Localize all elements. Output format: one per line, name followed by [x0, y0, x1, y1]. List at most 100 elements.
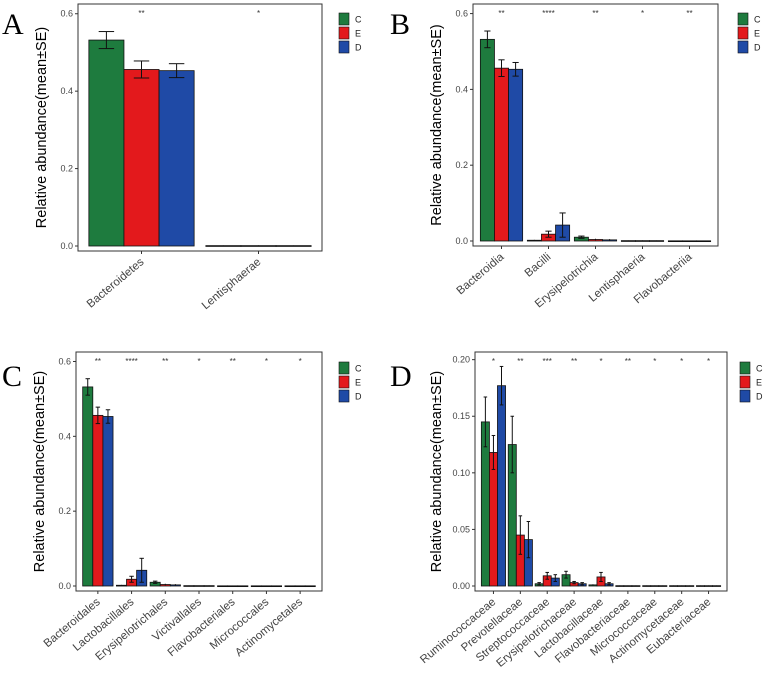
bar-D	[271, 585, 283, 588]
significance-label: **	[230, 357, 236, 366]
y-tick-label: 0.2	[455, 160, 468, 170]
significance-label: *	[265, 357, 268, 366]
bar-E	[227, 585, 239, 588]
y-tick-label: 0.2	[58, 506, 71, 516]
legend-label-E: E	[754, 29, 760, 39]
legend-label-E: E	[756, 378, 762, 388]
y-tick-label: 0.0	[60, 241, 73, 251]
legend-label-D: D	[754, 43, 761, 53]
chart-panel-c: 0.0 0.2 0.4 0.6 Relative abundance(mean±SE) *…	[32, 351, 362, 663]
panel-label-a: A	[2, 8, 24, 41]
significance-label: ***	[543, 357, 552, 366]
legend-label-E: E	[355, 378, 361, 388]
significance-label: **	[517, 357, 523, 366]
bar-C	[88, 39, 125, 247]
y-tick-label: 0.10	[452, 468, 470, 478]
bar-D	[304, 585, 316, 588]
y-tick-label: 0.15	[452, 411, 470, 421]
significance-label: **	[571, 357, 577, 366]
bar-C	[284, 585, 296, 588]
significance-label: **	[686, 9, 692, 18]
legend-swatch-E	[737, 26, 749, 40]
y-axis-label: Relative abundance(mean±SE)	[429, 24, 445, 225]
legend-swatch-D	[338, 40, 350, 54]
significance-label: *	[653, 357, 656, 366]
x-tick-label: Bacilli	[523, 251, 554, 280]
significance-label: **	[138, 9, 144, 18]
bar-E	[682, 240, 697, 243]
bar-D	[497, 385, 506, 587]
bar-D	[508, 68, 524, 242]
y-tick-label: 0.2	[60, 164, 73, 174]
legend-label-C: C	[355, 15, 362, 25]
legend-label-C: C	[754, 15, 761, 25]
significance-label: *	[299, 357, 302, 366]
y-tick-label: 0.05	[452, 524, 470, 534]
y-tick-label: 0.6	[455, 9, 468, 19]
y-tick-label: 0.4	[455, 84, 468, 94]
y-tick-label: 0.6	[60, 9, 73, 19]
legend-swatch-D	[338, 389, 350, 403]
legend-swatch-C	[338, 361, 350, 375]
bar-E	[92, 414, 104, 587]
bar-E	[123, 69, 160, 247]
legend-swatch-C	[737, 12, 749, 26]
x-tick-label: Bacteroidetes	[85, 256, 147, 311]
significance-label: *	[599, 357, 602, 366]
legend-swatch-E	[338, 375, 350, 389]
y-tick-label: 0.00	[452, 581, 470, 591]
chart-panel-b: 0.0 0.2 0.4 0.6 Relative abundance(mean±SE) *…	[429, 3, 761, 310]
panel-label-c: C	[2, 360, 22, 393]
legend-swatch-C	[338, 12, 350, 26]
y-axis-label: Relative abundance(mean±SE)	[34, 27, 50, 228]
bar-D	[237, 585, 249, 588]
significance-label: **	[498, 9, 504, 18]
y-tick-label: 0.4	[58, 431, 71, 441]
legend-swatch-C	[739, 361, 751, 375]
y-tick-label: 0.6	[58, 356, 71, 366]
significance-label: **	[592, 9, 598, 18]
x-tick-label: Bacteroidia	[455, 251, 507, 298]
y-tick-label: 0.0	[455, 236, 468, 246]
legend-label-C: C	[355, 364, 362, 374]
significance-label: ****	[125, 357, 137, 366]
x-tick-label: Lentisphaerae	[200, 256, 264, 312]
significance-label: *	[707, 357, 710, 366]
bar-C	[479, 38, 495, 242]
legend-label-D: D	[355, 392, 362, 402]
y-tick-label: 0.4	[60, 86, 73, 96]
legend-swatch-D	[739, 389, 751, 403]
bar-E	[494, 67, 509, 242]
panel-label-b: B	[390, 8, 410, 41]
significance-label: **	[625, 357, 631, 366]
significance-label: *	[680, 357, 683, 366]
significance-label: *	[257, 9, 260, 18]
bar-C	[667, 240, 683, 243]
bar-C	[250, 585, 262, 588]
bar-E	[489, 452, 498, 587]
significance-label: **	[162, 357, 168, 366]
bar-D	[158, 70, 195, 247]
legend-swatch-E	[338, 26, 350, 40]
panel-label-d: D	[390, 360, 412, 393]
significance-label: *	[492, 357, 495, 366]
bar-D	[696, 240, 712, 243]
chart-panel-d: 0.00 0.05 0.10 0.15 0.20 Relative abundance(m…	[418, 351, 763, 670]
bar-D	[102, 416, 114, 587]
significance-label: *	[641, 9, 644, 18]
legend-swatch-D	[737, 40, 749, 54]
plot-frame	[77, 3, 323, 252]
y-tick-label: 0.20	[452, 355, 470, 365]
legend-swatch-E	[739, 375, 751, 389]
chart-panel-a: 0.0 0.2 0.4 0.6 Relative abundance(mean±SE) *…	[34, 3, 362, 312]
bar-C	[217, 585, 229, 588]
y-axis-label: Relative abundance(mean±SE)	[429, 371, 445, 572]
significance-label: ****	[542, 9, 554, 18]
bar-E	[294, 585, 306, 588]
y-axis-label: Relative abundance(mean±SE)	[32, 371, 48, 572]
y-tick-label: 0.0	[58, 581, 71, 591]
legend-label-E: E	[355, 29, 361, 39]
legend-label-C: C	[756, 364, 763, 374]
significance-label: **	[95, 357, 101, 366]
